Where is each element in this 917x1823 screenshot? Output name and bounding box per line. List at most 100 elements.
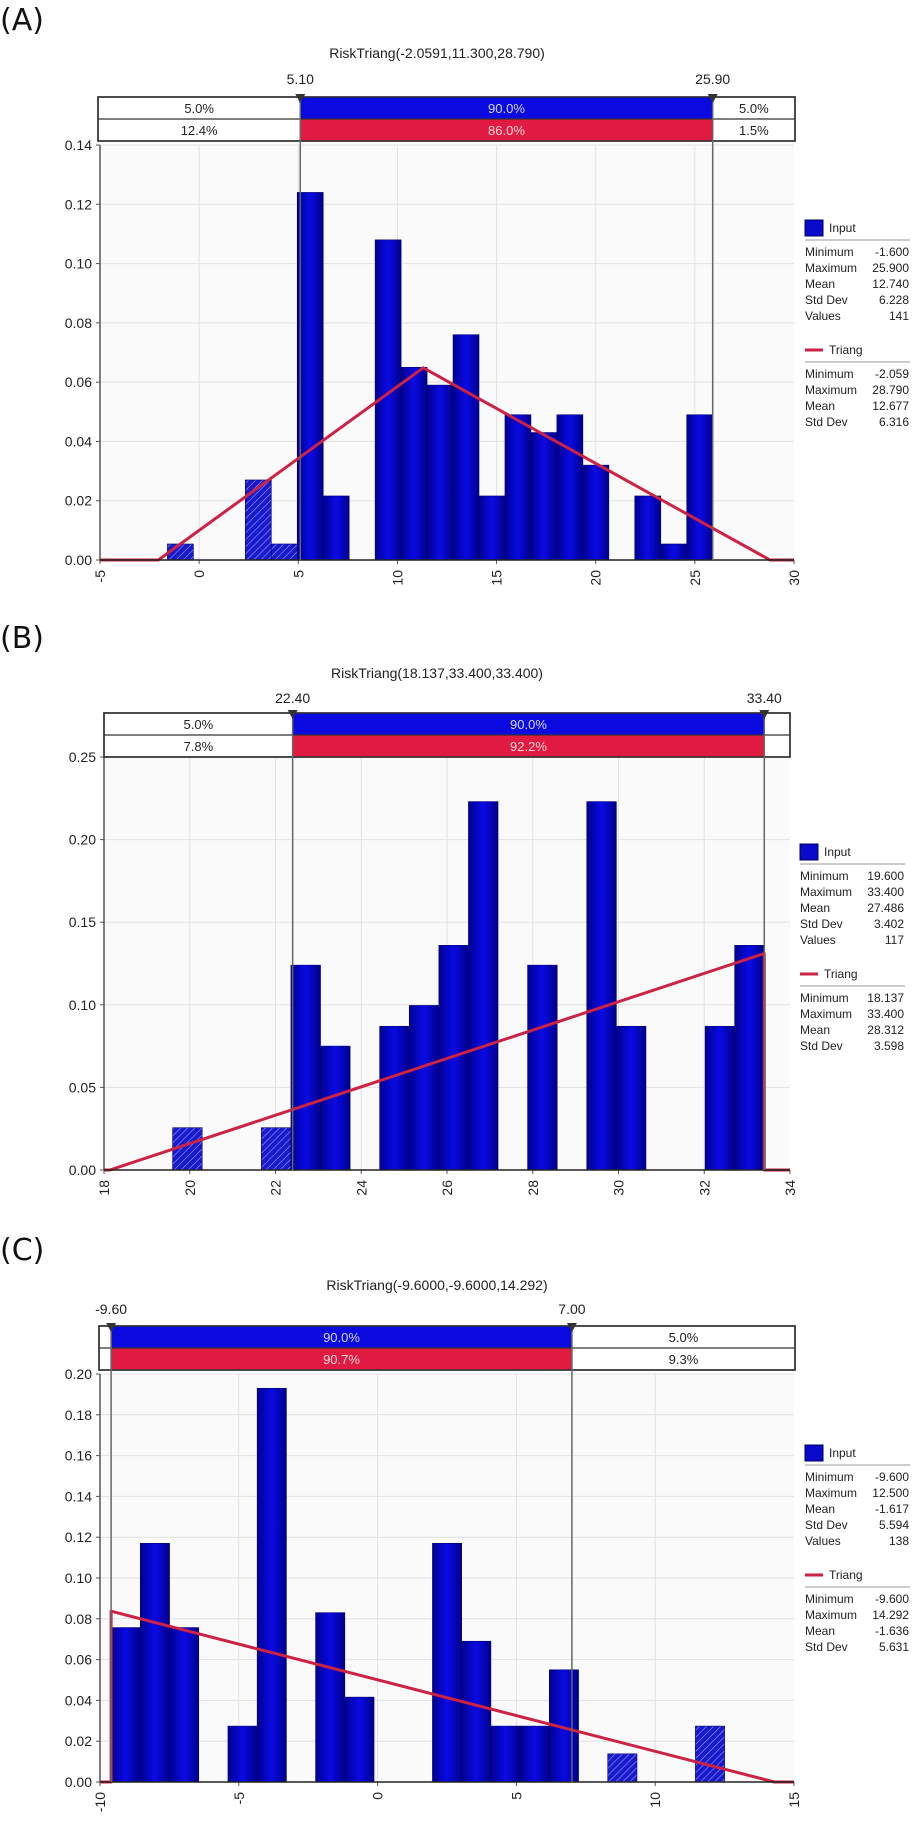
chart-title: RiskTriang(18.137,33.400,33.400) [331, 665, 543, 681]
y-tick-label: 0.08 [65, 315, 92, 331]
percentile-band-table: 90.0% 5.0% 90.7% 9.3% [98, 1325, 796, 1371]
y-tick-label: 0.05 [69, 1079, 96, 1095]
histogram-bar [527, 964, 558, 1171]
histogram-bar [607, 1753, 638, 1783]
legend-fit-label: Triang [829, 343, 863, 357]
histogram-bar [704, 1025, 735, 1171]
band-fit-middle [292, 735, 765, 757]
legend-stat-value: 3.598 [874, 1039, 904, 1053]
y-tick-label: 0.00 [69, 1162, 96, 1178]
percentile-band-table: 5.0% 90.0% 5.0% 12.4% 86.0% 1.5% [97, 96, 796, 142]
legend-stat-value: 12.500 [872, 1486, 909, 1500]
chart-panel-b: (B) RiskTriang(18.137,33.400,33.400) 0.00 0… [0, 621, 905, 1196]
legend-stat-value: 138 [889, 1534, 909, 1548]
y-tick-label: 0.14 [65, 137, 92, 153]
x-tick-label: 24 [353, 1180, 369, 1196]
legend-input-label: Input [829, 1446, 856, 1460]
band-fit-middle [300, 119, 713, 141]
legend-stat-value: 141 [889, 309, 909, 323]
marker-handle-right-icon[interactable] [566, 1323, 577, 1332]
legend-fit-label: Triang [824, 967, 858, 981]
histogram-bar [556, 414, 584, 561]
legend-stat-name: Mean [805, 1502, 835, 1516]
band-input-pct: 5.0% [184, 717, 214, 732]
x-tick-label: 20 [182, 1180, 198, 1196]
marker-label-left: 22.40 [275, 690, 310, 706]
x-tick-label: 30 [611, 1180, 627, 1196]
marker-handle-right-icon[interactable] [707, 94, 718, 103]
legend-stat-value: -2.059 [875, 367, 909, 381]
panel-label: (C) [0, 1233, 44, 1268]
legend: Input Minimum -9.600 Maximum 12.500 Mean -1.61… [804, 1444, 910, 1654]
histogram-bar [461, 1640, 492, 1783]
legend-stat-value: 5.594 [879, 1518, 909, 1532]
marker-handle-left-icon[interactable] [106, 1323, 117, 1332]
histogram-bar [270, 543, 298, 561]
legend: Input Minimum -1.600 Maximum 25.900 Mean 12.74… [804, 219, 910, 429]
y-tick-label: 0.00 [65, 1774, 92, 1790]
x-tick-label: 26 [439, 1180, 455, 1196]
y-tick-label: 0.25 [69, 749, 96, 765]
legend-stat-name: Std Dev [805, 1518, 848, 1532]
band-fit-pct: 9.3% [669, 1352, 699, 1367]
panel-label: (B) [0, 621, 44, 656]
y-tick-label: 0.15 [69, 914, 96, 930]
histogram-bar [490, 1725, 521, 1783]
percentile-band-table: 5.0% 90.0% 7.8% 92.2% [103, 712, 791, 758]
legend-stat-value: -9.600 [875, 1592, 909, 1606]
y-tick-label: 0.20 [65, 1366, 92, 1382]
legend-fit-label: Triang [829, 1568, 863, 1582]
y-tick-label: 0.04 [65, 433, 92, 449]
legend-stat-value: 25.900 [872, 261, 909, 275]
legend-input-label: Input [824, 845, 851, 859]
x-tick-label: -10 [92, 1792, 108, 1812]
marker-handle-left-icon[interactable] [287, 710, 298, 719]
legend-stat-name: Maximum [800, 1007, 852, 1021]
legend-stat-name: Minimum [800, 991, 849, 1005]
y-tick-label: 0.10 [65, 1570, 92, 1586]
legend-stat-name: Std Dev [805, 415, 848, 429]
histogram-bar [110, 1627, 141, 1783]
histogram-bar [290, 964, 321, 1171]
chart-panel-a: (A) RiskTriang(-2.0591,11.300,28.790) 0.00… [0, 3, 910, 586]
y-tick-label: 0.02 [65, 1733, 92, 1749]
histogram-bar [452, 334, 480, 561]
histogram-bar [634, 495, 662, 561]
legend-stat-name: Mean [805, 399, 835, 413]
legend-stat-value: 6.228 [879, 293, 909, 307]
x-tick-label: 10 [389, 570, 405, 586]
legend-input-label: Input [829, 221, 856, 235]
x-tick-label: 34 [782, 1180, 798, 1196]
band-fit-pct: 12.4% [181, 123, 218, 138]
histogram-bar [344, 1696, 375, 1783]
x-tick-label: -5 [231, 1792, 247, 1805]
chart-title: RiskTriang(-9.6000,-9.6000,14.292) [326, 1277, 547, 1293]
legend-stat-name: Minimum [800, 869, 849, 883]
band-input-pct: 5.0% [739, 101, 769, 116]
legend-input-swatch-icon [799, 843, 819, 861]
x-tick-label: 22 [268, 1180, 284, 1196]
band-input-pct: 5.0% [184, 101, 214, 116]
legend-stat-value: 6.316 [879, 415, 909, 429]
y-tick-label: 0.14 [65, 1488, 92, 1504]
y-tick-label: 0.02 [65, 493, 92, 509]
histogram-bar [582, 464, 610, 561]
histogram-bar [315, 1612, 346, 1783]
legend-stat-name: Std Dev [800, 1039, 843, 1053]
band-fit-pct: 90.7% [323, 1352, 360, 1367]
marker-handle-left-icon[interactable] [295, 94, 306, 103]
legend-stat-value: 5.631 [879, 1640, 909, 1654]
histogram-bar [227, 1725, 258, 1783]
legend-stat-name: Mean [805, 1624, 835, 1638]
x-tick-label: 15 [786, 1792, 802, 1808]
y-tick-label: 0.12 [65, 196, 92, 212]
legend-stat-value: 28.312 [867, 1023, 904, 1037]
legend-stat-value: 3.402 [874, 917, 904, 931]
marker-label-right: 25.90 [695, 71, 730, 87]
marker-handle-right-icon[interactable] [759, 710, 770, 719]
legend-stat-value: 12.740 [872, 277, 909, 291]
histogram-bar [616, 1025, 647, 1171]
y-tick-label: 0.08 [65, 1611, 92, 1627]
chart-title: RiskTriang(-2.0591,11.300,28.790) [329, 45, 545, 61]
